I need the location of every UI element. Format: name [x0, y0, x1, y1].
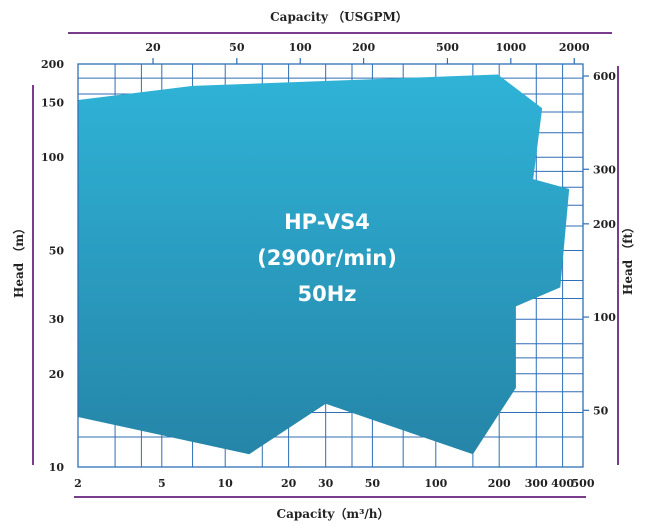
bottom-tick-label-2: 10 [218, 477, 234, 490]
bottom-tick-label-10: 500 [572, 477, 595, 490]
bottom-tick-label-5: 50 [365, 477, 381, 490]
right-tick-label-1: 100 [593, 311, 616, 324]
left-tick-label-1: 20 [49, 368, 65, 381]
right-tick-label-3: 300 [593, 163, 616, 176]
plot-frame [77, 63, 584, 468]
bottom-tick-label-8: 300 [525, 477, 548, 490]
top-tick-label-3: 200 [352, 41, 375, 54]
bottom-tick-label-7: 200 [488, 477, 511, 490]
tick-labels: 2 5 10 20 30 50 100 200 300 400500102030501001502… [41, 41, 616, 490]
right-tick-label-4: 600 [593, 70, 616, 83]
top-axis-title: Capacity （USGPM） [270, 9, 408, 24]
right-axis-title: Head （ft） [620, 221, 635, 295]
region-label-frequency: 50Hz [297, 282, 356, 306]
bottom-tick-label-9: 400 [551, 477, 574, 490]
bottom-tick-label-0: 2 [74, 477, 82, 490]
top-tick-label-1: 50 [229, 41, 245, 54]
top-tick-label-6: 2000 [559, 41, 590, 54]
left-tick-label-5: 150 [41, 97, 64, 110]
left-tick-label-3: 50 [49, 244, 65, 257]
bottom-tick-label-3: 20 [281, 477, 297, 490]
left-tick-label-6: 200 [41, 58, 64, 71]
region-label-model: HP-VS4 [284, 210, 370, 234]
region-label-speed: (2900r/min) [257, 246, 397, 270]
top-tick-label-5: 1000 [496, 41, 527, 54]
left-tick-label-0: 10 [49, 461, 65, 474]
operating-region [78, 74, 570, 455]
top-tick-label-0: 20 [145, 41, 161, 54]
right-tick-label-0: 50 [593, 404, 609, 417]
top-tick-label-4: 500 [436, 41, 459, 54]
bottom-tick-label-1: 5 [158, 477, 166, 490]
left-tick-label-4: 100 [41, 151, 64, 164]
left-tick-label-2: 30 [49, 313, 65, 326]
bottom-axis-title: Capacity（m³/h） [277, 506, 390, 521]
right-tick-label-2: 200 [593, 218, 616, 231]
top-tick-label-2: 100 [289, 41, 312, 54]
left-axis-title: Head （m） [11, 222, 26, 298]
bottom-tick-label-4: 30 [318, 477, 334, 490]
bottom-tick-label-6: 100 [424, 477, 447, 490]
